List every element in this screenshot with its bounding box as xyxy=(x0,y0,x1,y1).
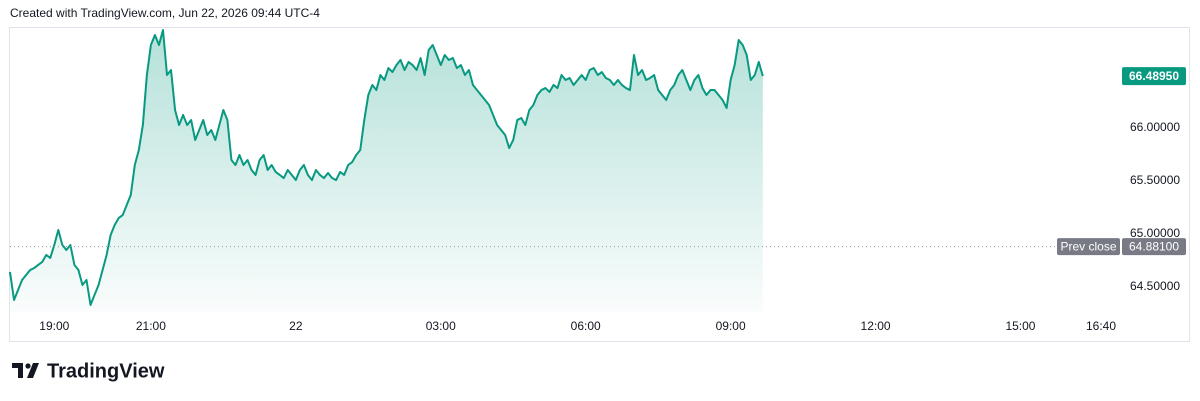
x-tick-label: 06:00 xyxy=(571,319,601,333)
brand: TradingView xyxy=(47,360,165,382)
x-tick-label: 15:00 xyxy=(1005,319,1035,333)
logo xyxy=(12,363,39,378)
last-price-tag xyxy=(1122,67,1186,86)
x-tick-label: 21:00 xyxy=(136,319,166,333)
prev-close-value: 64.88100 xyxy=(1129,239,1179,253)
x-tick-label: 19:00 xyxy=(39,319,69,333)
logo-mark xyxy=(25,363,31,369)
x-tick-label: 16:40 xyxy=(1086,319,1116,333)
prev-close-value-tag xyxy=(1122,238,1186,256)
x-tick-label: 22 xyxy=(289,319,303,333)
x-tick-label: 03:00 xyxy=(426,319,456,333)
y-tick-label: 66.00000 xyxy=(1130,120,1180,134)
y-tick-label: 64.50000 xyxy=(1130,279,1180,293)
x-tick-label: 09:00 xyxy=(716,319,746,333)
y-tick-label: 65.50000 xyxy=(1130,173,1180,187)
prev-close-tag xyxy=(1057,238,1120,256)
price-line xyxy=(9,28,764,306)
x-tick-label: 12:00 xyxy=(861,319,891,333)
logo-mark xyxy=(27,363,39,378)
prev-close-label: Prev close xyxy=(1060,239,1116,253)
area-fill xyxy=(10,29,763,312)
logo-mark xyxy=(12,363,23,378)
y-tick-label: 65.00000 xyxy=(1130,226,1180,240)
last-price-label: 66.48950 xyxy=(1129,69,1179,83)
header: Created with TradingView.com, Jun 22, 20… xyxy=(10,6,320,20)
chart-frame xyxy=(9,27,1190,342)
